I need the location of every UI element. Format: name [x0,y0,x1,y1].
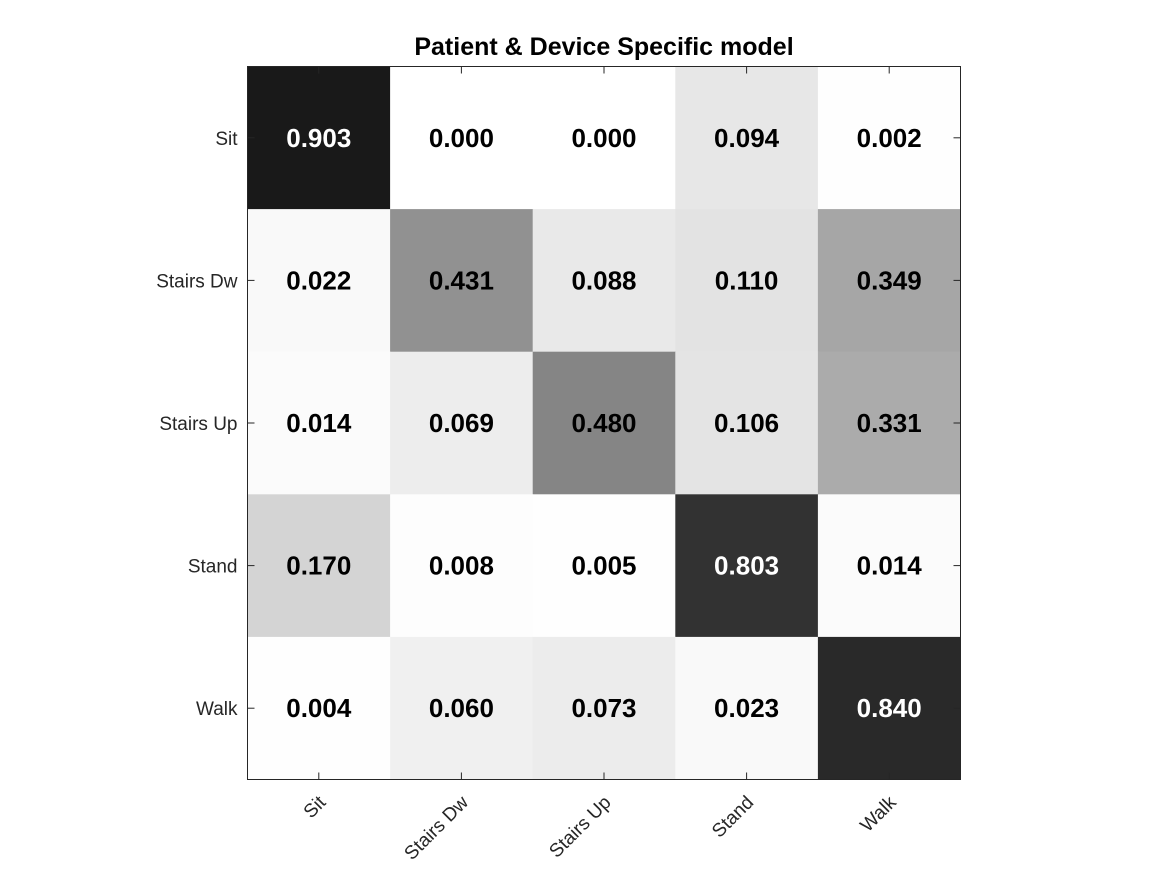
heatmap-cell [247,66,391,210]
heatmap-cell [247,494,391,638]
cell-value-labels: 0.903 0.000 0.000 0.094 0.002 0.022 0.431 0.088… [286,123,922,723]
heatmap-cell [532,351,676,495]
x-tick-label: Stairs Up [545,792,615,862]
cell-value-label: 0.008 [429,551,494,581]
heatmap-cell [247,209,391,353]
cell-value-label: 0.073 [571,693,636,723]
cell-value-label: 0.060 [429,693,494,723]
heatmap-cell [532,494,676,638]
y-tick-label: Stand [188,557,238,578]
heatmap-cells [247,66,961,780]
chart-title: Patient & Device Specific model [414,33,793,61]
cell-value-label: 0.088 [571,265,636,295]
heatmap-cell [247,636,391,780]
heatmap-cell [532,66,676,210]
heatmap-cell [247,351,391,495]
heatmap-cell [390,494,534,638]
heatmap-cell [817,636,961,780]
cell-value-label: 0.069 [429,408,494,438]
x-tick-label: Sit [300,792,331,823]
heatmap-cell [675,351,819,495]
cell-value-label: 0.903 [286,123,351,153]
heatmap-cell [532,209,676,353]
heatmap-cell [817,66,961,210]
cell-value-label: 0.000 [429,123,494,153]
cell-value-label: 0.000 [571,123,636,153]
cell-value-label: 0.005 [571,551,636,581]
heatmap-cell [390,66,534,210]
cell-value-label: 0.022 [286,265,351,295]
heatmap-cell [675,209,819,353]
heatmap-cell [817,351,961,495]
heatmap-cell [675,494,819,638]
cell-value-label: 0.014 [286,408,352,438]
y-tick-label: Stairs Up [159,414,237,435]
heatmap-cell [390,351,534,495]
cell-value-label: 0.331 [857,408,922,438]
cell-value-label: 0.803 [714,551,779,581]
cell-value-label: 0.023 [714,693,779,723]
cell-value-label: 0.480 [571,408,636,438]
x-tick-label: Walk [857,792,902,837]
heatmap-cell [817,209,961,353]
heatmap-cell [390,636,534,780]
heatmap-cell [532,636,676,780]
y-tick-label: Sit [215,129,238,150]
heatmap-cell [675,66,819,210]
y-tick-label: Stairs Dw [156,271,238,292]
cell-value-label: 0.110 [715,265,779,295]
cell-value-label: 0.349 [857,265,922,295]
cell-value-label: 0.014 [857,551,923,581]
cell-value-label: 0.004 [286,693,352,723]
heatmap-cell [390,209,534,353]
x-tick-label: Stairs Dw [401,792,474,865]
x-tick-label: Stand [708,792,758,842]
cell-value-label: 0.170 [286,551,351,581]
cell-value-label: 0.840 [857,693,922,723]
cell-value-label: 0.106 [714,408,779,438]
heatmap-cell [817,494,961,638]
cell-value-label: 0.431 [429,265,494,295]
heatmap-cell [675,636,819,780]
y-axis-ticks: Sit Stairs Dw Stairs Up Stand Walk [156,129,961,720]
cell-value-label: 0.002 [857,123,922,153]
y-tick-label: Walk [196,699,238,720]
cell-value-label: 0.094 [714,123,780,153]
